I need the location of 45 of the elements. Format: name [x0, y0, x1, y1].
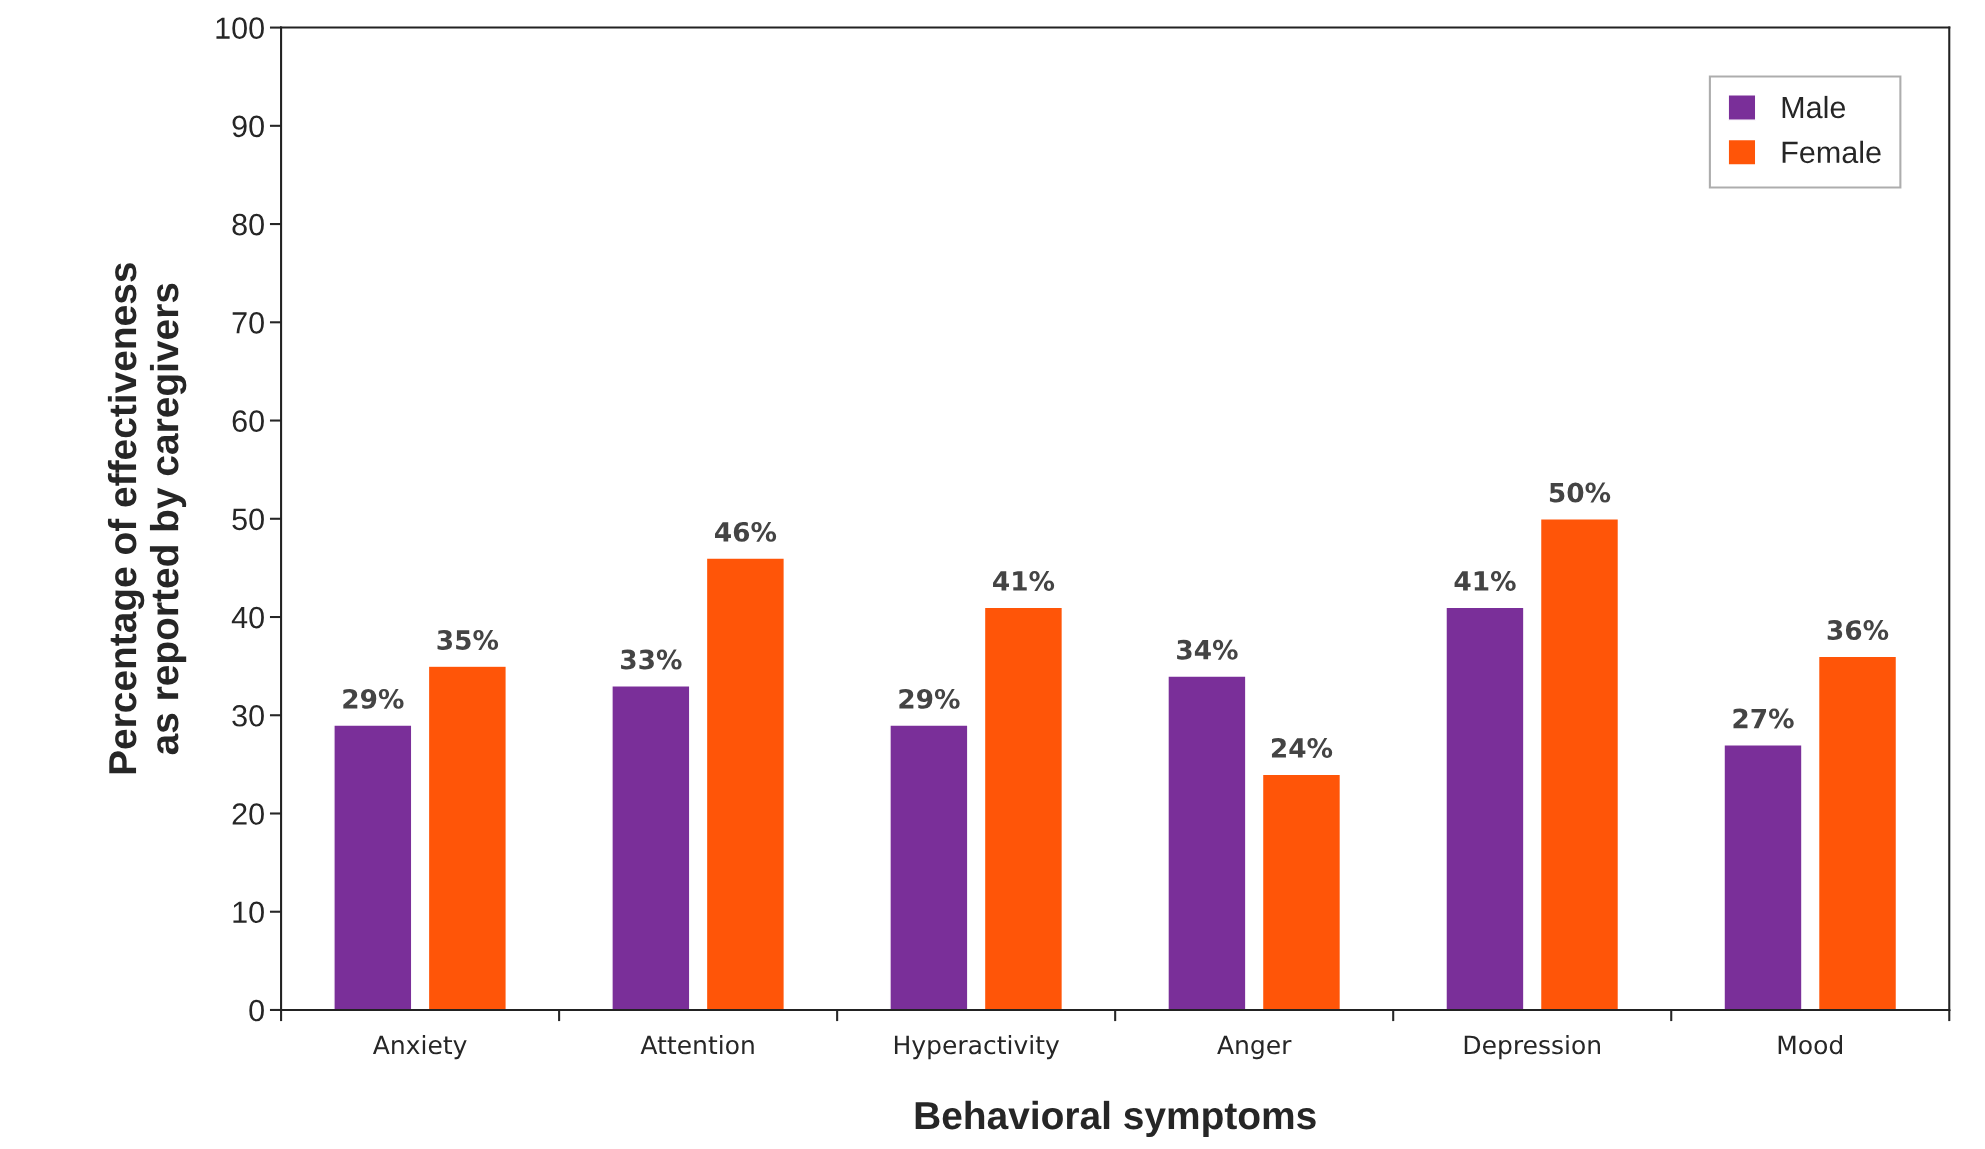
data-label: 29%	[899, 688, 960, 709]
bar	[1817, 655, 1898, 1010]
x-tick-label: Anger	[1217, 1035, 1292, 1060]
y-tick-label: 0	[249, 999, 264, 1022]
y-tick-label: 80	[232, 213, 264, 236]
x-tick-label: Hyperactivity	[894, 1034, 1060, 1060]
data-label: 34%	[1177, 639, 1238, 660]
data-label: 41%	[1454, 571, 1516, 591]
bar	[1539, 518, 1620, 1010]
x-tick-label: Mood	[1778, 1034, 1842, 1055]
data-label: 36%	[1827, 620, 1889, 641]
y-tick-label: 50	[232, 508, 264, 531]
data-label: 24%	[1271, 738, 1333, 758]
y-tick-label: 40	[231, 606, 264, 629]
bar	[889, 724, 969, 1010]
x-axis-title: Behavioral symptoms	[915, 1100, 1316, 1138]
bar	[611, 685, 691, 1010]
y-tick-label: 10	[233, 901, 264, 924]
y-tick-label: 70	[232, 312, 264, 334]
data-label: 33%	[621, 649, 682, 670]
bar	[705, 557, 786, 1010]
bar	[333, 724, 413, 1010]
data-label: 29%	[343, 688, 404, 709]
data-label: 46%	[715, 521, 777, 542]
y-axis-title: Percentage of effectiveness as reported by caregivers	[107, 263, 187, 774]
y-tick-label: 30	[232, 704, 264, 727]
x-tick-label: Anxiety	[372, 1034, 467, 1060]
bar	[1445, 606, 1525, 1010]
y-tick-label: 90	[232, 115, 264, 138]
x-tick-label: Depression	[1464, 1034, 1600, 1060]
data-label: 35%	[437, 629, 499, 650]
x-tick-label: Attention	[640, 1034, 754, 1055]
data-label: 50%	[1549, 482, 1611, 503]
bar	[1167, 675, 1247, 1010]
y-tick-label: 20	[232, 803, 264, 825]
bar	[1261, 773, 1342, 1010]
bar	[1723, 744, 1803, 1010]
y-tick-label: 60	[232, 410, 264, 432]
data-label: 41%	[993, 571, 1055, 591]
legend-label: Male	[1782, 95, 1846, 119]
bar	[427, 665, 507, 1010]
y-tick-label: 100	[216, 17, 264, 39]
bar	[983, 606, 1064, 1010]
data-label: 27%	[1733, 708, 1794, 729]
legend-label: Female	[1782, 140, 1881, 164]
